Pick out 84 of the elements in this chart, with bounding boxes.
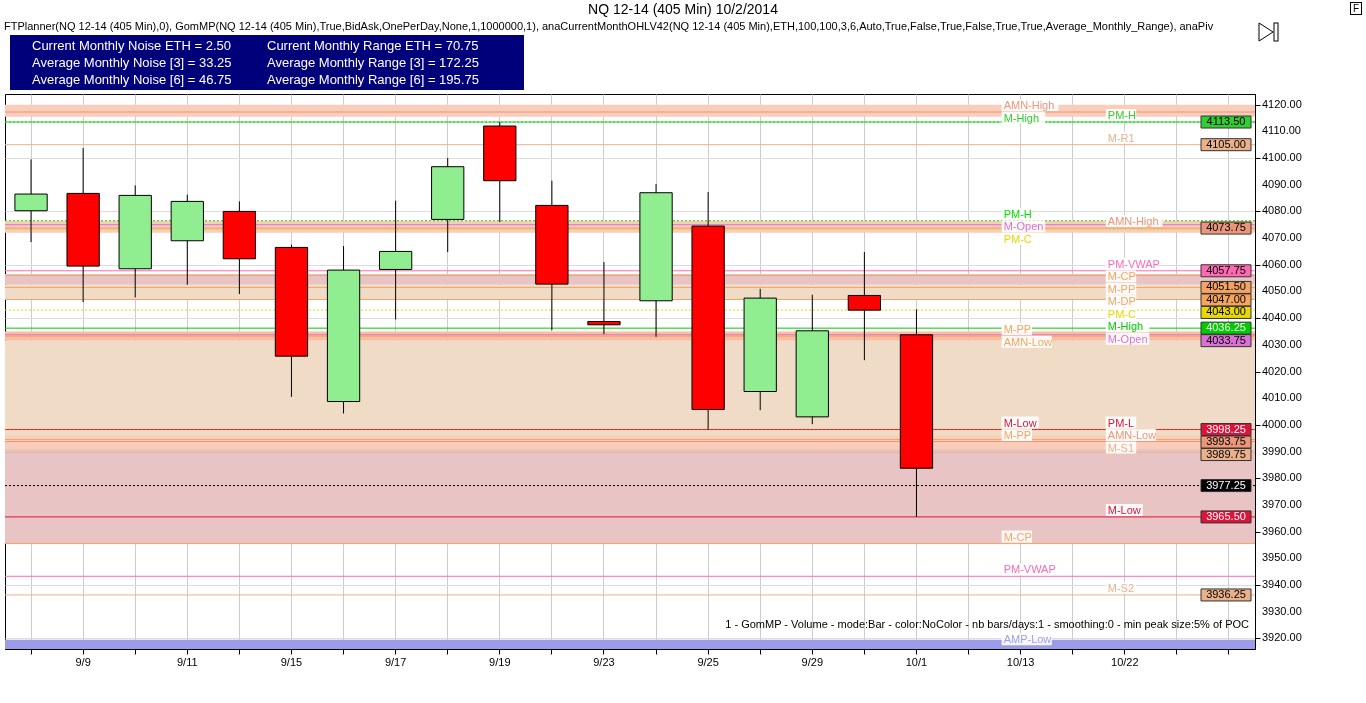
annotation: M-R1 — [1107, 131, 1135, 144]
annotation: M-S2 — [1107, 581, 1135, 594]
annotation: M-Low — [1107, 503, 1141, 516]
annotation: AMN-Low — [1003, 335, 1052, 348]
annotation: 4043.00 — [1206, 305, 1246, 318]
y-tick-label: 3980.00 — [1262, 471, 1302, 484]
annotation: PM-H — [1107, 109, 1136, 122]
y-tick-label: 3940.00 — [1262, 577, 1302, 590]
annotation: M-PP — [1003, 429, 1032, 442]
y-tick-label: 4020.00 — [1262, 364, 1302, 377]
annotation: PM-L — [1107, 416, 1135, 429]
x-tick-label: 9/19 — [489, 655, 511, 668]
annotation: AMP-Low — [1003, 633, 1052, 646]
annotation: 4036.25 — [1206, 321, 1246, 334]
annotation: 4113.50 — [1206, 115, 1246, 128]
y-tick-label: 4010.00 — [1262, 391, 1302, 404]
y-tick-label: 3930.00 — [1262, 604, 1302, 617]
annotation: M-PP — [1107, 282, 1136, 295]
annotation: M-PP — [1003, 323, 1032, 336]
annotation: 3936.25 — [1206, 587, 1246, 600]
x-tick-label: 10/13 — [1006, 655, 1035, 668]
x-tick-label: 9/15 — [280, 655, 303, 668]
annotation: M-Low — [1003, 416, 1037, 429]
x-tick-label: 10/22 — [1111, 655, 1139, 668]
x-tick-label: 10/1 — [905, 655, 928, 668]
annotation: M-High — [1107, 320, 1144, 333]
annotation: 3977.25 — [1206, 478, 1246, 491]
y-tick-label: 4060.00 — [1262, 257, 1302, 270]
y-tick-label: 4040.00 — [1262, 311, 1302, 324]
annotation: 3993.75 — [1206, 435, 1246, 448]
annotation: 4105.00 — [1206, 137, 1246, 150]
text: Average Monthly Noise [3] = 33.25 — [32, 55, 233, 70]
y-tick-label: 4120.00 — [1262, 97, 1302, 110]
text: Current Monthly Range ETH = 70.75 — [267, 38, 480, 53]
y-tick-label: 3960.00 — [1262, 524, 1302, 537]
y-tick-label: 4100.00 — [1262, 151, 1302, 164]
x-tick-label: 9/9 — [75, 655, 91, 668]
y-tick-label: 3950.00 — [1262, 551, 1302, 564]
text: Average Monthly Range [6] = 195.75 — [267, 72, 480, 87]
y-tick-label: 3970.00 — [1262, 497, 1302, 510]
annotation: PM-VWAP — [1107, 257, 1160, 270]
x-tick-label: 9/17 — [384, 655, 407, 668]
y-tick-label: 3920.00 — [1262, 631, 1302, 644]
annotation: PM-VWAP — [1003, 563, 1056, 576]
annotation: M-CP — [1107, 270, 1136, 283]
annotation: M-CP — [1003, 530, 1032, 543]
y-tick-label: 3990.00 — [1262, 444, 1302, 457]
annotation: 4033.75 — [1206, 333, 1246, 346]
y-tick-label: 4050.00 — [1262, 284, 1302, 297]
annotation: PM-C — [1107, 307, 1136, 320]
annotation: 3965.50 — [1206, 509, 1246, 522]
annotation: M-High — [1003, 111, 1040, 124]
text: Average Monthly Range [3] = 172.25 — [267, 55, 480, 70]
x-tick-label: 9/11 — [176, 655, 198, 668]
annotation: PM-H — [1003, 207, 1032, 220]
annotation: 4047.00 — [1206, 292, 1246, 305]
y-tick-label: 4110.00 — [1262, 124, 1301, 137]
x-tick-label: 9/29 — [801, 655, 823, 668]
annotation: 3989.75 — [1206, 447, 1246, 460]
y-tick-label: 4030.00 — [1262, 337, 1302, 350]
chart-subtitle: FTPlanner(NQ 12-14 (405 Min),0), GomMP(NQ 12-14 (405 Min),True,BidAsk,OnePerDay,None,1,1000000,1), anaCurrentMonthOHLV42(NQ 12-14 (405 Min),ETH,100,100,3,6,Auto,True,False,True,False,True,True,Average_Monthly_Range), anaPiv — [3, 19, 1215, 33]
annotation: M-Open — [1003, 220, 1044, 233]
y-tick-label: 4080.00 — [1262, 204, 1302, 217]
annotation: M-DP — [1107, 295, 1136, 308]
chart-title: NQ 12-14 (405 Min) 10/2/2014 — [588, 1, 778, 17]
annotation: AMN-High — [1107, 215, 1159, 228]
annotation: AMN-Low — [1107, 429, 1157, 442]
text: Current Monthly Noise ETH = 2.50 — [32, 38, 233, 53]
annotation: M-Open — [1107, 332, 1148, 345]
y-tick-label: 4090.00 — [1262, 177, 1302, 190]
annotation: 4051.50 — [1206, 280, 1246, 293]
x-tick-label: 9/23 — [593, 655, 615, 668]
x-tick-label: 9/25 — [697, 655, 719, 668]
annotation: PM-C — [1003, 232, 1032, 245]
text: F — [1349, 2, 1362, 15]
annotation: 4073.75 — [1206, 221, 1246, 234]
annotation: AMN-High — [1003, 99, 1055, 112]
annotation: 1 - GomMP - Volume - mode:Bar - color:NoColor - nb bars/days:1 - smoothing:0 - min peak size:5% of POC — [725, 618, 1250, 630]
y-tick-label: 4070.00 — [1262, 231, 1302, 244]
text: Average Monthly Noise [6] = 46.75 — [32, 72, 233, 87]
annotation: 4057.75 — [1206, 263, 1246, 276]
annotation: 3998.25 — [1206, 422, 1246, 435]
annotation: M-S1 — [1107, 441, 1135, 454]
y-tick-label: 4000.00 — [1262, 417, 1302, 430]
